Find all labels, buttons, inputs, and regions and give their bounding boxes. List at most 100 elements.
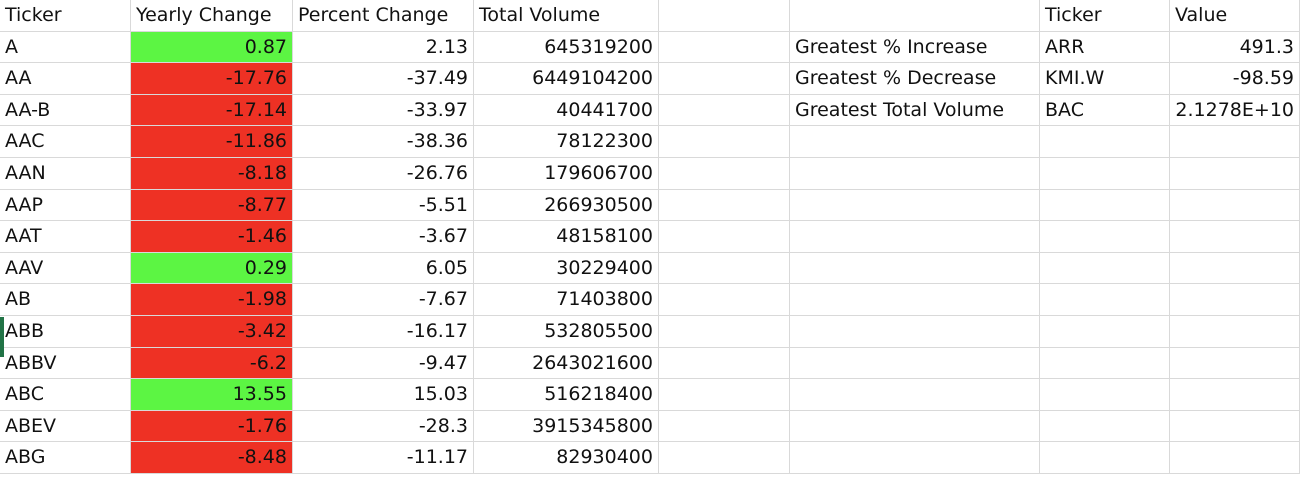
empty-cell[interactable] [790,284,1040,316]
percent-change-cell[interactable]: -9.47 [293,347,474,380]
empty-cell[interactable] [790,442,1040,474]
empty-cell[interactable] [1040,315,1170,348]
ticker-cell[interactable]: AAT [0,221,131,253]
yearly-change-cell[interactable]: 0.29 [131,252,293,285]
yearly-change-cell[interactable]: -1.76 [131,410,293,443]
empty-cell[interactable] [1170,315,1300,348]
empty-cell[interactable] [1040,347,1170,380]
empty-cell[interactable] [659,379,790,411]
yearly-change-cell[interactable]: -6.2 [131,347,293,380]
ticker-cell[interactable]: ABEV [0,410,131,443]
header-summary-value[interactable]: Value [1170,0,1300,32]
total-volume-cell[interactable]: 78122300 [474,126,659,158]
total-volume-cell[interactable]: 532805500 [474,315,659,348]
summary-value-cell[interactable]: -98.59 [1170,63,1300,95]
percent-change-cell[interactable]: -38.36 [293,126,474,158]
empty-cell[interactable] [790,157,1040,190]
empty-cell[interactable] [1170,157,1300,190]
empty-cell[interactable] [1170,284,1300,316]
header-yearly-change[interactable]: Yearly Change [131,0,293,32]
yearly-change-cell[interactable]: -8.48 [131,442,293,474]
empty-cell[interactable] [1040,252,1170,285]
empty-cell[interactable] [790,221,1040,253]
ticker-cell[interactable]: AAN [0,157,131,190]
yearly-change-cell[interactable]: -3.42 [131,315,293,348]
ticker-cell[interactable]: ABB [0,315,131,348]
total-volume-cell[interactable]: 30229400 [474,252,659,285]
empty-cell[interactable] [1040,442,1170,474]
percent-change-cell[interactable]: -28.3 [293,410,474,443]
ticker-cell[interactable]: ABBV [0,347,131,380]
empty-cell[interactable] [1040,221,1170,253]
yearly-change-cell[interactable]: 13.55 [131,379,293,411]
summary-ticker-cell[interactable]: KMI.W [1040,63,1170,95]
empty-cell[interactable] [659,442,790,474]
percent-change-cell[interactable]: -37.49 [293,63,474,95]
total-volume-cell[interactable]: 179606700 [474,157,659,190]
summary-value-cell[interactable]: 491.3 [1170,31,1300,64]
summary-label-cell[interactable]: Greatest % Increase [790,31,1040,64]
yearly-change-cell[interactable]: -17.14 [131,94,293,127]
yearly-change-cell[interactable]: 0.87 [131,31,293,64]
header-summary-ticker[interactable]: Ticker [1040,0,1170,32]
header-percent-change[interactable]: Percent Change [293,0,474,32]
percent-change-cell[interactable]: -16.17 [293,315,474,348]
empty-cell[interactable] [659,410,790,443]
empty-cell[interactable] [659,252,790,285]
empty-cell[interactable] [659,0,790,32]
empty-cell[interactable] [790,315,1040,348]
empty-cell[interactable] [659,157,790,190]
empty-cell[interactable] [790,252,1040,285]
empty-cell[interactable] [1040,410,1170,443]
empty-cell[interactable] [1170,442,1300,474]
total-volume-cell[interactable]: 6449104200 [474,63,659,95]
header-ticker[interactable]: Ticker [0,0,131,32]
total-volume-cell[interactable]: 82930400 [474,442,659,474]
percent-change-cell[interactable]: 2.13 [293,31,474,64]
total-volume-cell[interactable]: 2643021600 [474,347,659,380]
empty-cell[interactable] [1170,410,1300,443]
empty-cell[interactable] [659,126,790,158]
empty-cell[interactable] [1170,221,1300,253]
percent-change-cell[interactable]: -11.17 [293,442,474,474]
total-volume-cell[interactable]: 645319200 [474,31,659,64]
total-volume-cell[interactable]: 40441700 [474,94,659,127]
ticker-cell[interactable]: A [0,31,131,64]
empty-cell[interactable] [790,126,1040,158]
percent-change-cell[interactable]: -5.51 [293,189,474,222]
header-total-volume[interactable]: Total Volume [474,0,659,32]
empty-cell[interactable] [1040,379,1170,411]
ticker-cell[interactable]: ABC [0,379,131,411]
empty-cell[interactable] [1170,189,1300,222]
total-volume-cell[interactable]: 3915345800 [474,410,659,443]
empty-cell[interactable] [1170,126,1300,158]
empty-cell[interactable] [1170,252,1300,285]
summary-value-cell[interactable]: 2.1278E+10 [1170,94,1300,127]
empty-cell[interactable] [659,94,790,127]
empty-cell[interactable] [1040,284,1170,316]
percent-change-cell[interactable]: -3.67 [293,221,474,253]
yearly-change-cell[interactable]: -11.86 [131,126,293,158]
ticker-cell[interactable]: AAV [0,252,131,285]
total-volume-cell[interactable]: 71403800 [474,284,659,316]
empty-cell[interactable] [659,284,790,316]
empty-cell[interactable] [790,0,1040,32]
empty-cell[interactable] [1170,347,1300,380]
ticker-cell[interactable]: AB [0,284,131,316]
yearly-change-cell[interactable]: -8.77 [131,189,293,222]
ticker-cell[interactable]: AA-B [0,94,131,127]
empty-cell[interactable] [1040,157,1170,190]
empty-cell[interactable] [1040,126,1170,158]
yearly-change-cell[interactable]: -17.76 [131,63,293,95]
summary-label-cell[interactable]: Greatest Total Volume [790,94,1040,127]
ticker-cell[interactable]: ABG [0,442,131,474]
empty-cell[interactable] [790,189,1040,222]
empty-cell[interactable] [1170,379,1300,411]
ticker-cell[interactable]: AA [0,63,131,95]
empty-cell[interactable] [790,347,1040,380]
empty-cell[interactable] [659,347,790,380]
percent-change-cell[interactable]: -33.97 [293,94,474,127]
yearly-change-cell[interactable]: -1.98 [131,284,293,316]
yearly-change-cell[interactable]: -8.18 [131,157,293,190]
summary-ticker-cell[interactable]: BAC [1040,94,1170,127]
